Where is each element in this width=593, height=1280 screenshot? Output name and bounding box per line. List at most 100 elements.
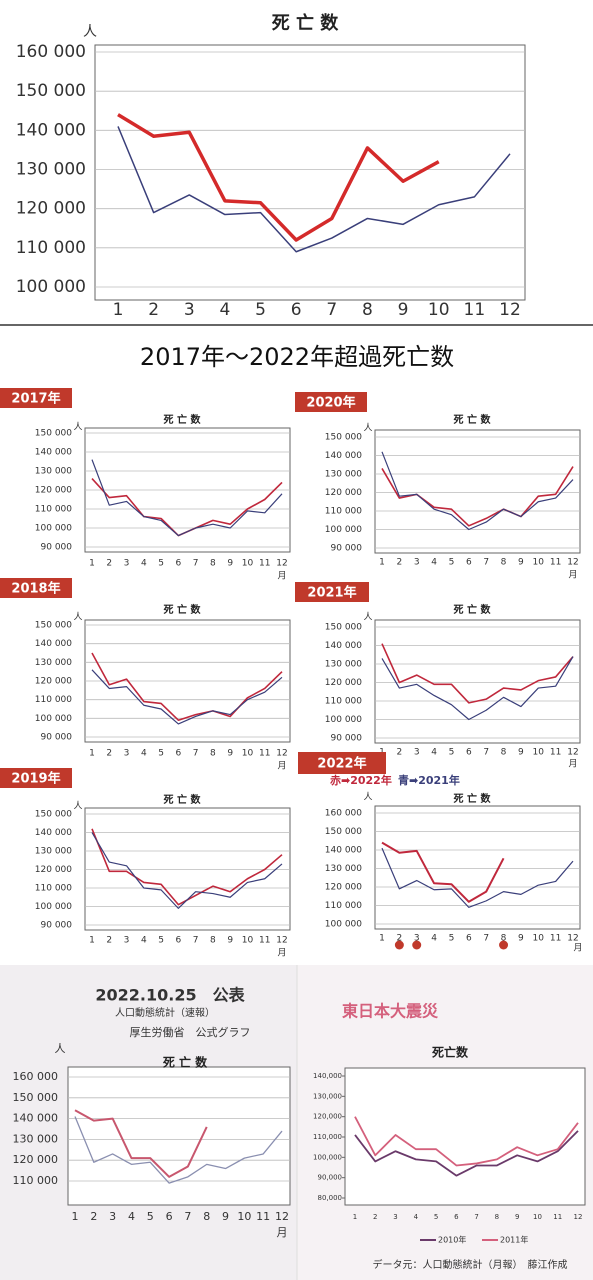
- x-tick-label: 7: [474, 1213, 478, 1221]
- series-line: [91, 669, 283, 725]
- y-tick-label: 110 000: [325, 507, 362, 517]
- x-tick-label: 7: [483, 558, 489, 568]
- x-tick-label: 1: [89, 936, 95, 946]
- x-tick-label: 9: [518, 558, 524, 568]
- x-tick-label: 8: [495, 1213, 499, 1221]
- y-tick-label: 120 000: [35, 486, 72, 496]
- panel-label: 2019年: [11, 771, 60, 787]
- x-tick-label: 12: [276, 936, 287, 946]
- y-tick-label: 130 000: [35, 658, 72, 668]
- x-tick-label: 7: [483, 934, 489, 944]
- y-tick-label: 110 000: [16, 238, 86, 258]
- x-tick-label: 12: [276, 749, 287, 759]
- x-tick-label: 8: [210, 749, 216, 759]
- y-tick-label: 120,000: [313, 1113, 342, 1121]
- x-unit: 月: [277, 761, 286, 772]
- panel-label-bg: [298, 752, 386, 774]
- heading: 東日本大震災: [342, 1002, 439, 1021]
- y-tick-label: 120 000: [325, 678, 362, 688]
- series-line: [117, 126, 511, 253]
- x-tick-label: 2: [106, 936, 112, 946]
- y-tick-label: 130 000: [16, 160, 86, 180]
- x-tick-label: 6: [466, 558, 472, 568]
- y-tick-label: 120 000: [13, 1153, 59, 1166]
- x-tick-label: 6: [175, 559, 181, 569]
- x-tick-label: 3: [109, 1210, 116, 1223]
- x-tick-label: 1: [353, 1213, 357, 1221]
- x-tick-label: 4: [141, 749, 147, 759]
- y-tick-label: 100 000: [16, 277, 86, 297]
- x-tick-label: 10: [533, 558, 545, 568]
- x-tick-label: 9: [227, 559, 233, 569]
- series-line: [91, 459, 283, 537]
- x-tick-label: 9: [518, 748, 524, 758]
- x-tick-label: 3: [414, 934, 420, 944]
- x-tick-label: 10: [242, 559, 254, 569]
- x-tick-label: 11: [550, 748, 561, 758]
- y-tick-label: 140 000: [13, 1112, 59, 1125]
- panel-label: 2017年: [11, 391, 60, 407]
- y-tick-label: 130 000: [325, 660, 362, 670]
- x-tick-label: 9: [518, 934, 524, 944]
- x-tick-label: 9: [227, 936, 233, 946]
- collage-title: 2017年～2022年超過死亡数: [140, 343, 454, 371]
- x-tick-label: 2: [148, 300, 159, 320]
- x-tick-label: 8: [501, 934, 507, 944]
- x-tick-label: 5: [158, 936, 164, 946]
- y-tick-label: 150 000: [35, 621, 72, 631]
- x-tick-label: 7: [326, 300, 337, 320]
- x-tick-label: 8: [210, 936, 216, 946]
- x-tick-label: 9: [222, 1210, 229, 1223]
- x-tick-label: 4: [128, 1210, 135, 1223]
- series-line: [381, 841, 505, 903]
- x-tick-label: 10: [237, 1210, 251, 1223]
- y-tick-label: 160 000: [325, 809, 362, 819]
- panel-label: 2020年: [306, 395, 355, 411]
- y-tick-label: 110,000: [313, 1133, 342, 1141]
- header-line: 厚生労働省 公式グラフ: [130, 1025, 251, 1039]
- x-tick-label: 4: [141, 936, 147, 946]
- x-tick-label: 2: [396, 558, 402, 568]
- chart-title: 死 亡 数: [454, 603, 492, 616]
- panel-label-bg: [0, 578, 72, 598]
- y-tick-label: 130,000: [313, 1092, 342, 1100]
- x-tick-label: 5: [255, 300, 266, 320]
- y-tick-label: 120 000: [35, 865, 72, 875]
- x-tick-label: 12: [567, 748, 578, 758]
- x-tick-label: 4: [431, 558, 437, 568]
- legend-text: 赤➡2022年: [330, 773, 392, 787]
- x-tick-label: 12: [574, 1213, 583, 1221]
- legend-label: 2011年: [500, 1235, 528, 1245]
- source: データ元：人口動態統計（月報） 藤江作成: [373, 1258, 568, 1271]
- x-tick-label: 12: [275, 1210, 289, 1223]
- x-tick-label: 4: [431, 748, 437, 758]
- y-tick-label: 130 000: [35, 847, 72, 857]
- x-tick-label: 11: [550, 558, 561, 568]
- y-tick-label: 100 000: [325, 525, 362, 535]
- y-tick-label: 90 000: [41, 921, 73, 931]
- series-line: [91, 832, 283, 909]
- series-line: [354, 1116, 579, 1167]
- legend-label: 2010年: [438, 1235, 466, 1245]
- x-tick-label: 8: [203, 1210, 210, 1223]
- chart-title: 死 亡 数: [163, 1055, 208, 1070]
- x-tick-label: 11: [259, 936, 270, 946]
- header-line: 2022.10.25 公表: [95, 986, 245, 1005]
- y-tick-label: 80,000: [318, 1194, 343, 1202]
- x-unit: 月: [568, 570, 577, 581]
- x-unit: 月: [277, 1226, 288, 1239]
- y-tick-label: 140,000: [313, 1072, 342, 1080]
- x-tick-label: 5: [434, 1213, 438, 1221]
- chart-title: 死 亡 数: [272, 12, 340, 34]
- y-tick-label: 110 000: [325, 697, 362, 707]
- y-unit: 人: [73, 801, 82, 812]
- y-tick-label: 110 000: [35, 884, 72, 894]
- y-tick-label: 140 000: [35, 639, 72, 649]
- y-tick-label: 140 000: [325, 641, 362, 651]
- y-tick-label: 140 000: [325, 451, 362, 461]
- x-tick-label: 4: [141, 559, 147, 569]
- y-tick-label: 110 000: [13, 1174, 59, 1187]
- y-tick-label: 140 000: [325, 846, 362, 856]
- series-line: [91, 652, 283, 721]
